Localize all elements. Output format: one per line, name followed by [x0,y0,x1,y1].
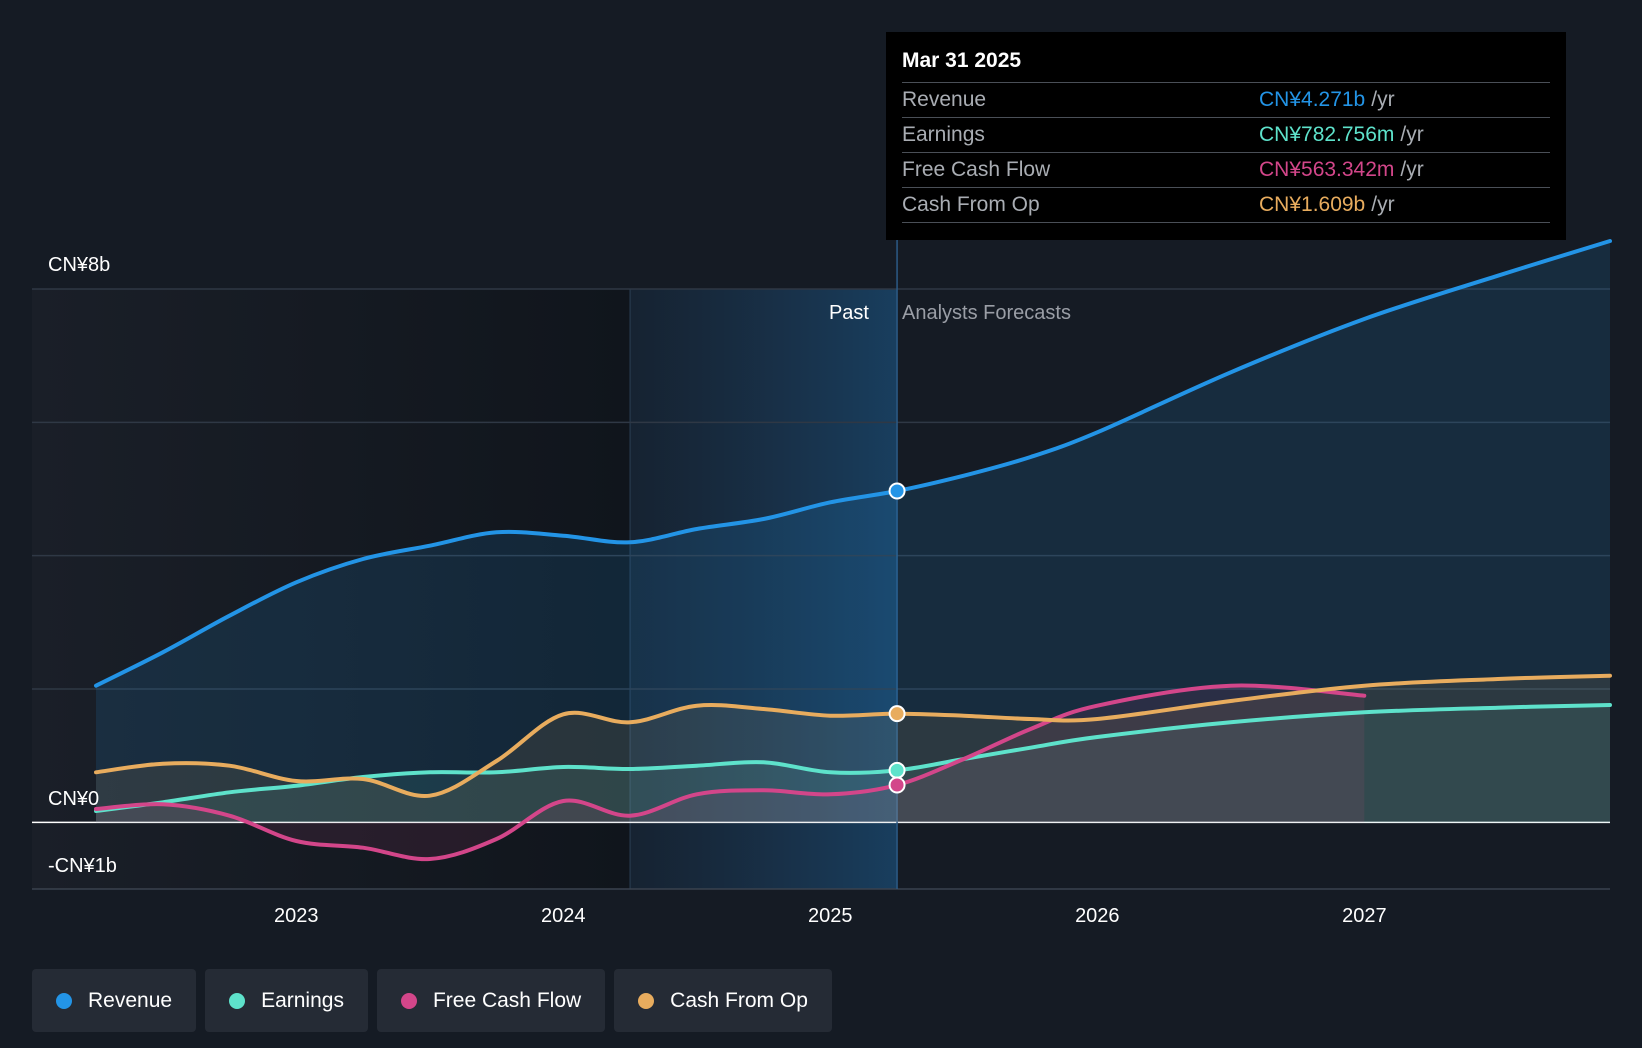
chart-canvas: CN¥8b CN¥0 -CN¥1b Past Analysts Forecast… [32,239,1612,927]
area-free-cash-flow [96,685,1365,860]
legend-dot-icon [638,992,655,1009]
marker-revenue [888,482,906,500]
tooltip-row-revenue: Revenue CN¥4.271b /yr [902,82,1550,117]
legend-label: Free Cash Flow [432,988,582,1012]
legend-item-revenue[interactable]: Revenue [32,969,197,1032]
historical-region [32,289,631,889]
legend-item-earnings[interactable]: Earnings [205,969,368,1032]
tooltip-value: CN¥782.756m [1259,123,1395,146]
legend: Revenue Earnings Free Cash Flow Cash Fro… [32,969,832,1032]
legend-dot-icon [56,992,72,1009]
marker-free-cash-flow [888,776,906,794]
legend-label: Revenue [88,988,173,1012]
area-revenue [96,241,1610,823]
tooltip-date: Mar 31 2025 [902,49,1022,72]
line-earnings [94,703,1612,813]
forecast-label: Analysts Forecasts [902,302,1071,324]
tooltip-row-earnings: Earnings CN¥782.756m /yr [902,117,1550,152]
tooltip-row-free-cash-flow: Free Cash Flow CN¥563.342m /yr [902,152,1550,187]
tooltip-unit: /yr [1400,123,1424,146]
y-axis-label-top: CN¥8b [48,254,110,276]
marker-earnings [888,761,906,779]
legend-label: Cash From Op [670,988,808,1012]
tooltip-name: Revenue [902,88,987,111]
area-earnings [96,705,1610,823]
tooltip-value: CN¥1.609b [1259,193,1366,216]
tooltip-unit: /yr [1371,88,1395,111]
y-axis-label-bottom: -CN¥1b [48,855,117,877]
tooltip-name: Cash From Op [902,193,1040,216]
tooltip-value: CN¥563.342m [1259,158,1395,181]
x-tick-label: 2027 [1342,905,1387,927]
tooltip-value: CN¥4.271b [1259,88,1366,111]
x-tick-label: 2026 [1075,905,1120,927]
y-axis-label-zero: CN¥0 [48,788,99,810]
area-cash-from-op [96,675,1610,823]
legend-label: Earnings [261,988,344,1012]
line-revenue [94,239,1612,688]
line-free-cash-flow [94,683,1367,862]
marker-cash-from-op [888,705,906,723]
line-cash-from-op [94,673,1612,798]
tooltip-unit: /yr [1400,158,1424,181]
tooltip-row-cash-from-op: Cash From Op CN¥1.609b /yr [902,187,1550,223]
legend-dot-icon [400,992,417,1009]
tooltip-name: Free Cash Flow [902,158,1051,181]
tooltip-unit: /yr [1371,193,1395,216]
x-tick-label: 2025 [808,905,853,927]
past-label: Past [829,302,869,324]
tooltip-name: Earnings [902,123,985,146]
legend-dot-icon [229,992,246,1009]
tooltip: Mar 31 2025 Revenue CN¥4.271b /yr Earnin… [886,32,1566,240]
x-tick-label: 2023 [274,905,319,927]
legend-item-free-cash-flow[interactable]: Free Cash Flow [376,969,606,1032]
legend-item-cash-from-op[interactable]: Cash From Op [614,969,832,1032]
x-tick-label: 2024 [541,905,586,927]
